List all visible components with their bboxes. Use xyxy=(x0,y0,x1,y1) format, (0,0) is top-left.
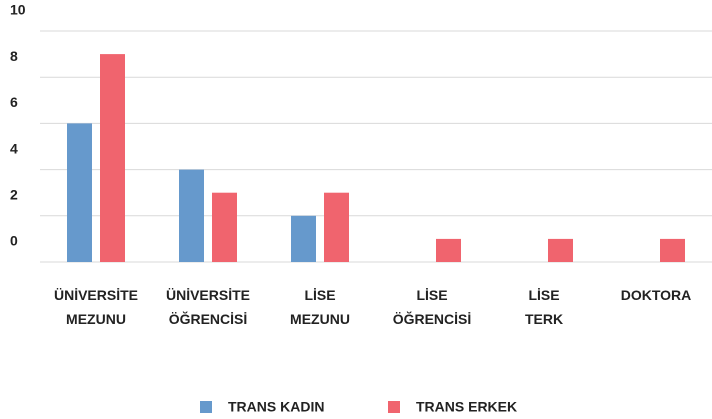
x-tick-line: MEZUNU xyxy=(290,311,350,327)
bar xyxy=(436,238,461,262)
y-tick-label: 0 xyxy=(10,233,18,249)
bar xyxy=(548,238,573,262)
x-tick-line: LİSE xyxy=(416,287,447,303)
bar xyxy=(660,238,685,262)
x-tick-line: TERK xyxy=(525,311,563,327)
y-tick-label: 6 xyxy=(10,94,18,110)
x-tick-line: ÖĞRENCİSİ xyxy=(169,310,248,327)
x-tick-label: LİSE TERK xyxy=(525,287,563,327)
x-tick-line: ÜNİVERSİTE xyxy=(166,287,250,303)
x-tick-label: LİSE MEZUNU xyxy=(290,287,350,327)
bar xyxy=(291,215,316,262)
bar xyxy=(324,192,349,262)
x-tick-label: ÜNİVERSİTE MEZUNU xyxy=(54,287,138,327)
x-tick-line: LİSE xyxy=(304,287,335,303)
bar xyxy=(100,54,125,262)
bar xyxy=(212,192,237,262)
legend-swatch xyxy=(200,401,212,413)
legend-label: TRANS ERKEK xyxy=(416,399,517,415)
x-tick-label: DOKTORA xyxy=(621,287,692,303)
legend-swatch xyxy=(388,401,400,413)
x-tick-line: ÖĞRENCİSİ xyxy=(393,310,472,327)
y-tick-label: 4 xyxy=(10,140,18,156)
x-tick-label: LİSE ÖĞRENCİSİ xyxy=(393,287,472,327)
y-tick-label: 2 xyxy=(10,187,18,203)
x-tick-line: ÜNİVERSİTE xyxy=(54,287,138,303)
x-tick-line: MEZUNU xyxy=(66,311,126,327)
bar xyxy=(179,169,204,262)
x-tick-line: LİSE xyxy=(528,287,559,303)
y-tick-label: 8 xyxy=(10,48,18,64)
x-tick-label: ÜNİVERSİTE ÖĞRENCİSİ xyxy=(166,287,250,327)
bar xyxy=(67,123,92,263)
y-tick-label: 10 xyxy=(10,2,26,18)
x-tick-line: DOKTORA xyxy=(621,287,692,303)
legend-label: TRANS KADIN xyxy=(228,399,324,415)
